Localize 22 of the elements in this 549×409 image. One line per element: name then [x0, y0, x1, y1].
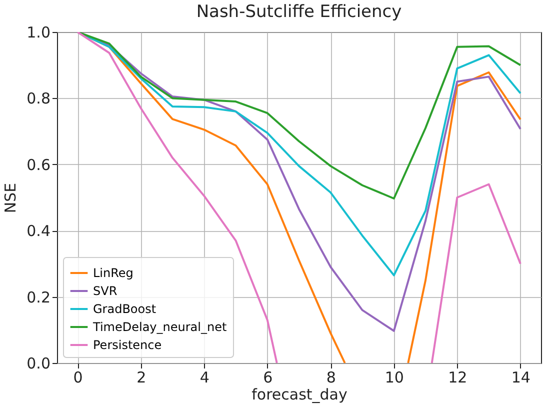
- y-tick-label: 1.0: [26, 24, 50, 42]
- legend-label: Persistence: [93, 338, 162, 352]
- y-tick-label: 0.8: [26, 90, 50, 108]
- x-tick-label: 8: [326, 368, 336, 386]
- x-tick-label: 0: [73, 368, 83, 386]
- legend-label: SVR: [93, 284, 118, 298]
- x-axis-title: forecast_day: [252, 386, 348, 404]
- y-tick-label: 0.0: [26, 354, 50, 372]
- x-tick-label: 12: [448, 368, 468, 386]
- legend-label: LinReg: [93, 266, 134, 280]
- x-tick-label: 14: [511, 368, 530, 386]
- x-tick-label: 10: [384, 368, 404, 386]
- legend-label: TimeDelay_neural_net: [92, 320, 227, 334]
- x-tick-label: 2: [136, 368, 146, 386]
- x-tick-label: 6: [263, 368, 273, 386]
- x-tick-label: 4: [200, 368, 210, 386]
- y-axis-title: NSE: [2, 182, 20, 214]
- y-tick-label: 0.2: [26, 288, 50, 306]
- chart-title: Nash-Sutcliffe Efficiency: [196, 2, 402, 22]
- legend-label: GradBoost: [93, 302, 156, 316]
- y-tick-label: 0.4: [26, 222, 50, 240]
- y-tick-label: 0.6: [26, 156, 50, 174]
